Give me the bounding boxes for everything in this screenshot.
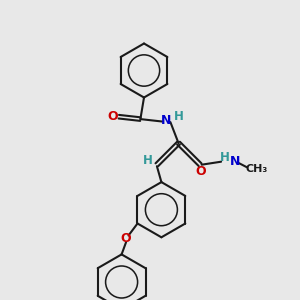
Text: H: H xyxy=(220,151,230,164)
Text: CH₃: CH₃ xyxy=(245,164,267,175)
Text: O: O xyxy=(196,165,206,178)
Text: H: H xyxy=(174,110,184,123)
Text: N: N xyxy=(230,155,240,168)
Text: O: O xyxy=(107,110,118,123)
Text: O: O xyxy=(121,232,131,245)
Text: H: H xyxy=(143,154,153,167)
Text: N: N xyxy=(161,114,172,127)
